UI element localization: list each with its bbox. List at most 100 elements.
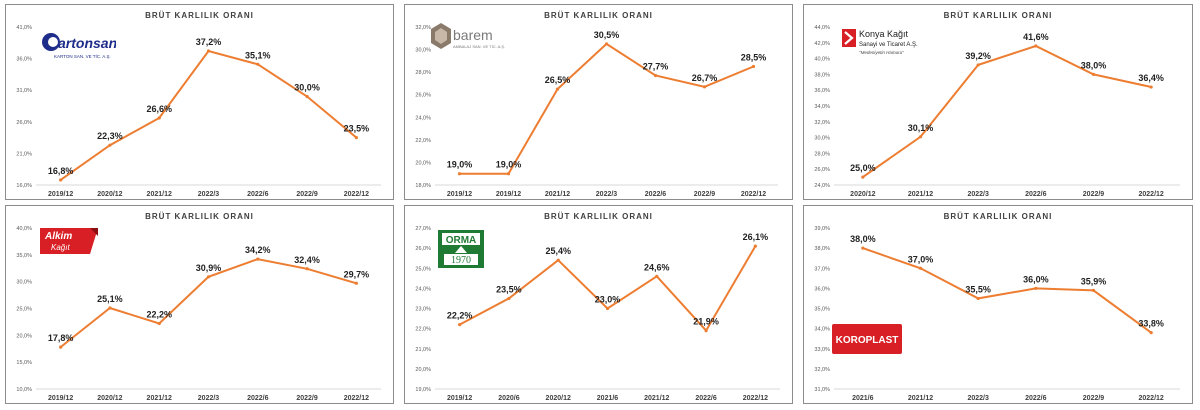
chart-panel-kartonsan: BRÜT KARLILIK ORANI 16,0% 21,0% 26,0% 31,0%… bbox=[5, 4, 394, 200]
kartonsan-logo-mark: artonsan KARTON SAN. VE TİC. A.Ş. bbox=[42, 33, 117, 59]
data-point bbox=[157, 321, 161, 326]
series-line bbox=[459, 42, 754, 175]
data-label: 39,2% bbox=[965, 51, 991, 61]
x-tick-label: 2020/12 bbox=[97, 395, 122, 402]
orma-logo-wordmark: ORMA bbox=[446, 235, 477, 246]
data-point bbox=[354, 136, 358, 140]
series-line bbox=[862, 247, 1152, 334]
x-tick-label: 2022/6 bbox=[695, 395, 717, 402]
y-tick-label: 30,0% bbox=[814, 136, 830, 142]
data-label: 28,5% bbox=[741, 53, 767, 63]
x-tick-label: 2022/12 bbox=[1139, 395, 1164, 402]
data-point bbox=[1091, 72, 1096, 76]
data-label: 37,2% bbox=[196, 37, 222, 47]
konya-kagit-logo-tagline: "Medeniyetin Hamuru" bbox=[859, 50, 904, 55]
y-tick-label: 19,0% bbox=[415, 387, 431, 393]
y-tick-label: 31,0% bbox=[814, 387, 830, 393]
y-tick-label: 40,0% bbox=[16, 226, 32, 232]
data-point bbox=[653, 73, 658, 78]
data-label: 29,7% bbox=[344, 269, 370, 279]
kartonsan-logo-subtitle: KARTON SAN. VE TİC. A.Ş. bbox=[54, 53, 111, 59]
x-tick-label: 2022/12 bbox=[743, 395, 768, 402]
line-chart-orma: 19,0% 20,0% 21,0% 22,0% 23,0% 24,0% 25,0% 26,0%… bbox=[415, 226, 780, 402]
data-point bbox=[157, 116, 161, 120]
y-tick-label: 28,0% bbox=[415, 70, 431, 76]
konya-kagit-logo-wordmark: Konya Kağıt bbox=[859, 29, 909, 39]
y-tick-label: 34,0% bbox=[814, 327, 830, 333]
y-tick-label: 24,0% bbox=[415, 286, 431, 292]
data-label: 23,5% bbox=[496, 284, 522, 294]
data-point bbox=[305, 94, 309, 99]
x-tick-label: 2022/3 bbox=[967, 395, 989, 402]
y-tick-label: 21,0% bbox=[415, 347, 431, 353]
data-point bbox=[861, 175, 865, 179]
chart-title: BRÜT KARLILIK ORANI bbox=[145, 11, 254, 20]
data-label: 26,7% bbox=[692, 73, 718, 83]
data-label: 23,5% bbox=[344, 124, 370, 134]
x-tick-label: 2022/3 bbox=[198, 191, 220, 198]
y-tick-label: 35,0% bbox=[814, 307, 830, 313]
y-tick-label: 36,0% bbox=[16, 57, 32, 63]
data-point bbox=[59, 345, 63, 349]
barem-logo: barem AMBALAJ SAN. VE TİC. A.Ş. bbox=[431, 19, 509, 59]
y-tick-label: 31,0% bbox=[16, 88, 32, 94]
x-tick-label: 2022/6 bbox=[1025, 395, 1047, 402]
x-tick-label: 2022/3 bbox=[198, 395, 220, 402]
x-tick-label: 2021/12 bbox=[147, 191, 172, 198]
data-label: 17,8% bbox=[48, 333, 74, 343]
data-point bbox=[751, 64, 756, 69]
orma-logo-subtitle: 1970 bbox=[451, 255, 471, 266]
barem-logo-subtitle: AMBALAJ SAN. VE TİC. A.Ş. bbox=[453, 44, 505, 49]
data-label: 32,4% bbox=[294, 255, 320, 265]
y-tick-label: 38,0% bbox=[814, 246, 830, 252]
x-tick-label: 2022/12 bbox=[344, 191, 369, 198]
y-tick-label: 40,0% bbox=[814, 57, 830, 63]
y-tick-label: 20,0% bbox=[415, 367, 431, 373]
data-point bbox=[108, 306, 112, 310]
y-tick-label: 15,0% bbox=[16, 360, 32, 366]
konya-kagit-logo-mark: Konya Kağıt Sanayi ve Ticaret A.Ş. "Mede… bbox=[842, 29, 918, 55]
y-tick-label: 21,0% bbox=[16, 151, 32, 157]
data-label: 23,0% bbox=[595, 295, 621, 305]
data-label: 21,9% bbox=[693, 317, 719, 327]
y-tick-label: 10,0% bbox=[16, 387, 32, 393]
data-point bbox=[206, 275, 211, 279]
x-tick-label: 2022/6 bbox=[247, 191, 269, 198]
x-tick-label: 2019/12 bbox=[447, 395, 472, 402]
y-tick-label: 30,0% bbox=[16, 280, 32, 286]
data-label: 30,0% bbox=[294, 83, 320, 93]
line-chart-barem: 18,0% 20,0% 22,0% 24,0% 26,0% 28,0% 30,0% 32,0%… bbox=[415, 25, 778, 198]
y-tick-label: 25,0% bbox=[16, 307, 32, 313]
x-tick-label: 2022/6 bbox=[247, 395, 269, 402]
y-tick-label: 33,0% bbox=[814, 347, 830, 353]
data-point bbox=[457, 172, 462, 176]
data-label: 36,0% bbox=[1023, 274, 1049, 284]
data-label: 30,5% bbox=[594, 30, 620, 40]
data-label: 22,2% bbox=[146, 310, 172, 320]
data-point bbox=[305, 267, 309, 271]
y-tick-label: 25,0% bbox=[415, 266, 431, 272]
x-tick-label: 2022/9 bbox=[296, 191, 318, 198]
data-point bbox=[506, 172, 511, 176]
x-tick-label: 2019/12 bbox=[48, 191, 73, 198]
series-line bbox=[862, 44, 1152, 178]
x-tick-label: 2019/12 bbox=[447, 191, 472, 198]
data-label: 41,6% bbox=[1023, 32, 1049, 42]
data-point bbox=[605, 306, 610, 311]
koroplast-logo-mark: KOROPLAST bbox=[832, 324, 902, 354]
x-tick-label: 2019/12 bbox=[496, 191, 521, 198]
chart-title: BRÜT KARLILIK ORANI bbox=[145, 212, 254, 221]
data-label: 25,1% bbox=[97, 294, 123, 304]
y-tick-label: 26,0% bbox=[16, 120, 32, 126]
y-tick-label: 35,0% bbox=[16, 253, 32, 259]
x-tick-label: 2022/12 bbox=[741, 191, 766, 198]
line-chart-kartonsan: 16,0% 21,0% 26,0% 31,0% 36,0% 41,0% 2019/12 202… bbox=[16, 25, 381, 198]
x-tick-label: 2022/6 bbox=[1025, 191, 1047, 198]
data-point bbox=[1034, 44, 1038, 48]
data-point bbox=[108, 143, 112, 147]
y-tick-label: 36,0% bbox=[814, 286, 830, 292]
barem-logo-mark: barem AMBALAJ SAN. VE TİC. A.Ş. bbox=[431, 23, 505, 49]
y-tick-label: 24,0% bbox=[814, 183, 830, 189]
y-tick-label: 26,0% bbox=[415, 246, 431, 252]
data-label: 30,9% bbox=[196, 263, 222, 273]
